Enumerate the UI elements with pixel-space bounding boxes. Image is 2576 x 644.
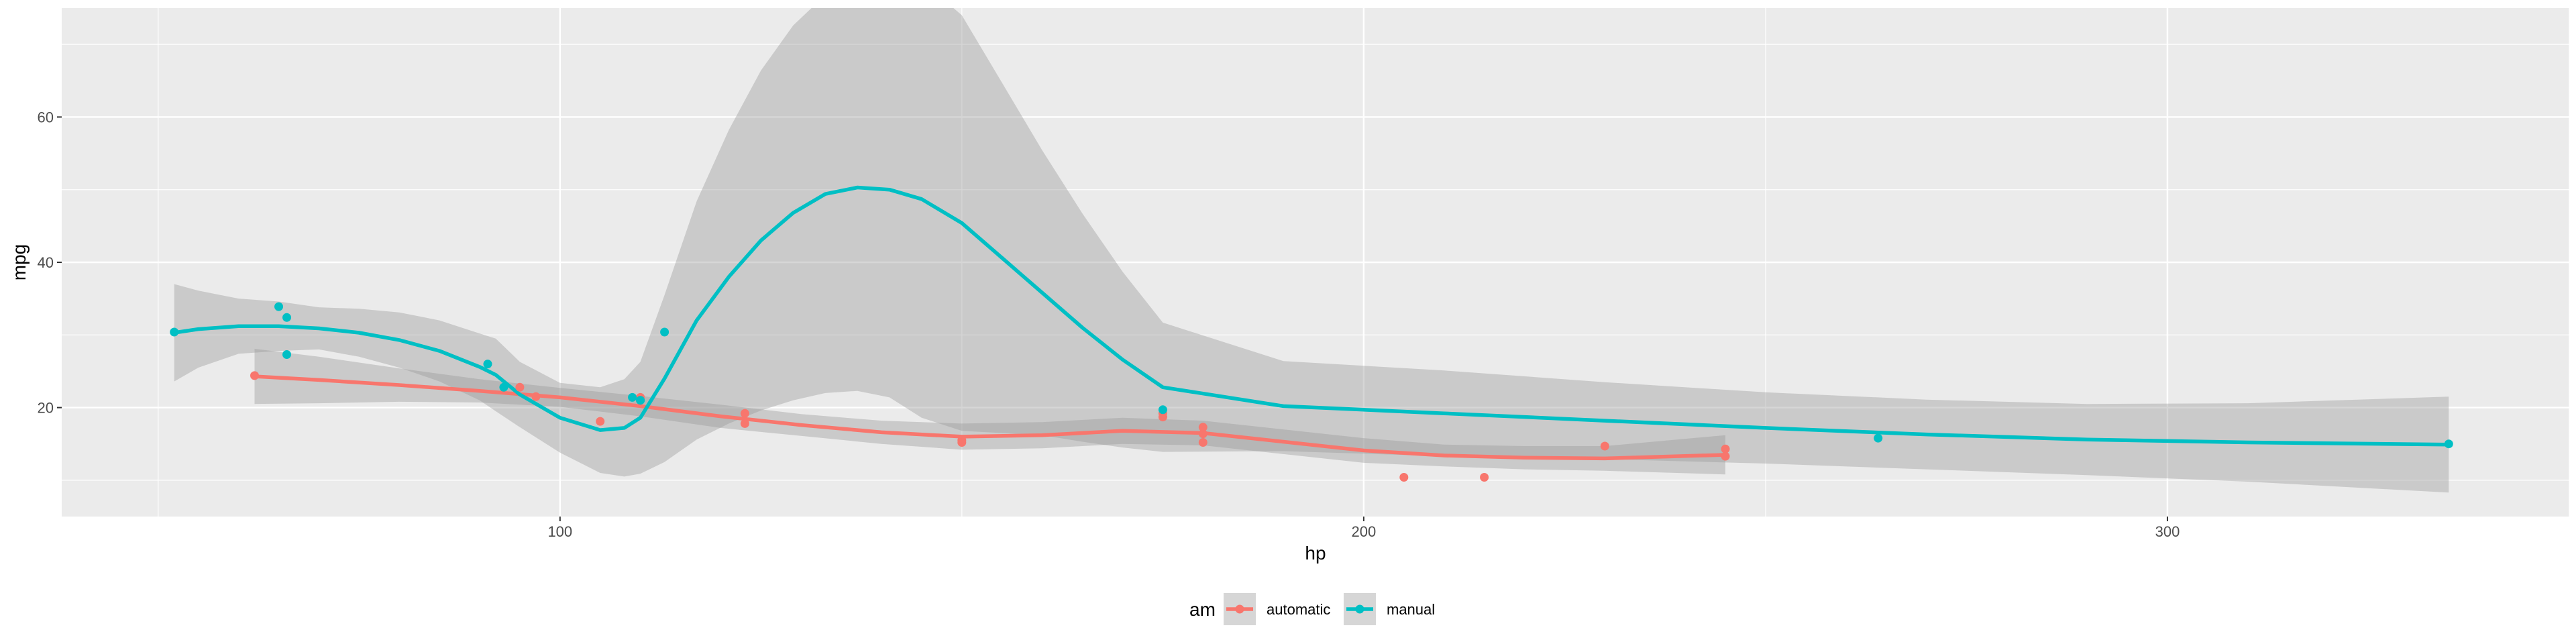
data-point-automatic <box>1399 473 1409 482</box>
data-point-automatic <box>740 419 749 428</box>
data-point-automatic <box>1198 423 1208 432</box>
data-point-automatic <box>1198 429 1208 439</box>
data-point-manual <box>274 302 283 311</box>
data-point-manual <box>1158 405 1167 415</box>
data-point-automatic <box>1721 451 1730 461</box>
data-point-automatic <box>531 392 541 401</box>
data-point-automatic <box>957 438 967 447</box>
y-axis: 20 40 60 <box>38 109 62 417</box>
x-tick-label: 300 <box>2155 523 2180 540</box>
data-point-manual <box>170 327 179 337</box>
legend-key-point-manual <box>1355 604 1364 614</box>
y-tick-label: 40 <box>38 254 54 271</box>
x-axis: 100 200 300 <box>547 517 2180 540</box>
data-point-manual <box>282 350 291 359</box>
data-point-automatic <box>1600 441 1609 451</box>
data-point-manual <box>628 392 637 402</box>
legend: am automatic manual <box>1189 593 1435 625</box>
y-axis-title: mpg <box>9 244 30 280</box>
data-point-automatic <box>596 417 605 426</box>
data-point-automatic <box>740 409 749 418</box>
x-tick-label: 100 <box>547 523 572 540</box>
legend-title: am <box>1189 599 1216 620</box>
data-point-manual <box>636 396 645 405</box>
data-point-automatic <box>1721 444 1730 453</box>
data-point-manual <box>282 313 291 322</box>
data-point-automatic <box>250 371 259 380</box>
data-point-manual <box>2444 439 2453 449</box>
data-point-automatic <box>1198 438 1208 447</box>
y-tick-label: 60 <box>38 109 54 125</box>
data-point-manual <box>660 327 669 337</box>
x-tick-label: 200 <box>1352 523 1377 540</box>
y-tick-label: 20 <box>38 400 54 417</box>
data-point-manual <box>483 360 492 369</box>
legend-key-point-automatic <box>1235 604 1244 614</box>
legend-label-automatic: automatic <box>1267 601 1330 618</box>
x-axis-title: hp <box>1305 543 1326 564</box>
data-point-manual <box>499 382 508 392</box>
data-points <box>170 302 2453 482</box>
legend-label-manual: manual <box>1387 601 1435 618</box>
data-point-automatic <box>515 382 525 392</box>
data-point-manual <box>1874 433 1883 443</box>
confidence-ribbons <box>174 8 2449 493</box>
confidence-ribbon-automatic <box>254 348 1725 475</box>
grid-major <box>62 8 2569 517</box>
confidence-ribbon-manual <box>174 8 2449 493</box>
smooth-line-manual <box>172 185 2451 447</box>
data-point-automatic <box>1480 473 1489 482</box>
